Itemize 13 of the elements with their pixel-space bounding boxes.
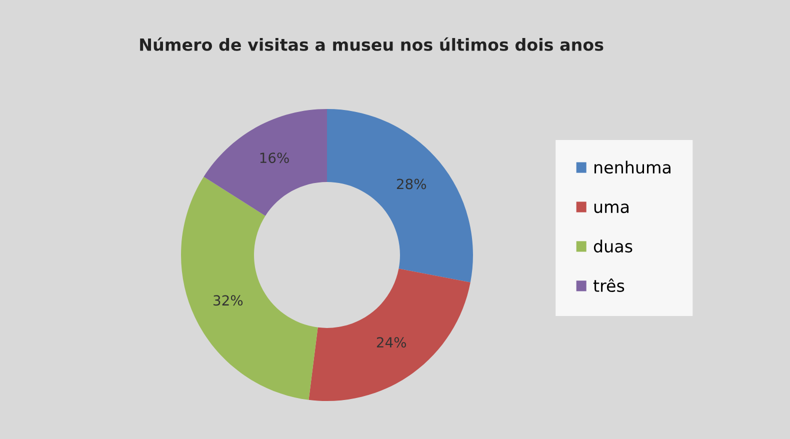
donut-slice [327,109,473,282]
legend-label: três [593,278,624,292]
legend-label: nenhuma [594,160,670,174]
legend-label: duas [594,240,632,253]
donut-slice [204,109,327,216]
chart-title: Número de visitas a museu nos últimos dois anos [140,37,604,51]
donut-slice [308,268,470,401]
data-label: 24% [376,337,406,348]
data-label: 32% [214,295,243,306]
data-label: 28% [396,178,426,190]
data-label: 16% [260,152,289,164]
legend-label: uma [594,204,628,214]
donut-slice [181,176,318,400]
